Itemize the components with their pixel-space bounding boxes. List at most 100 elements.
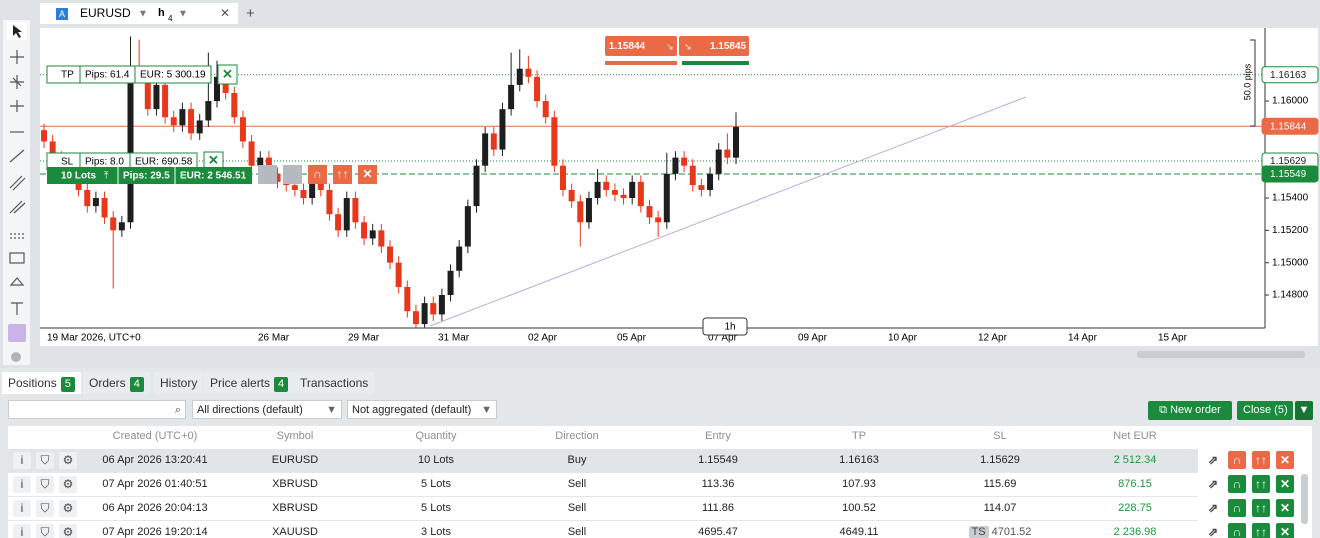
dropdown[interactable]: ▼: [178, 9, 188, 20]
tp-box[interactable]: TP Pips: 61.4 EUR: 5 300.19: [46, 65, 212, 84]
dropdown[interactable]: ▼: [138, 9, 148, 20]
candle-body: [655, 217, 662, 223]
panel-tab[interactable]: Price alerts 4: [204, 372, 295, 394]
share-action[interactable]: ⇗: [1207, 453, 1219, 467]
candle-body: [387, 246, 393, 263]
candle-body: [404, 286, 411, 312]
candle-body: [309, 181, 316, 199]
protect-button[interactable]: [283, 165, 302, 184]
x-tick-label: 07 Apr: [708, 333, 738, 344]
add-tab[interactable]: +: [246, 5, 255, 22]
close-position-button[interactable]: [358, 165, 377, 184]
row-icon[interactable]: ⛉: [36, 476, 54, 493]
panel-tab[interactable]: Positions 5: [2, 372, 81, 394]
reverse-button[interactable]: [308, 165, 327, 184]
cell: 228.75: [1118, 502, 1152, 514]
candle-body: [369, 230, 376, 239]
buy-button[interactable]: [679, 36, 749, 56]
candle-body: [101, 198, 108, 218]
aggregation-filter[interactable]: Not aggregated (default) ▼: [347, 400, 497, 419]
double-action[interactable]: ↑↑: [1252, 475, 1270, 493]
close-action[interactable]: ✕: [1276, 523, 1294, 538]
table-row[interactable]: i ⛉ ⚙ 06 Apr 2026 20:04:13 XBRUSD 5 Lots Sell 1…: [8, 497, 1198, 521]
panel-tab[interactable]: Orders 4: [83, 372, 150, 394]
x-tick-label: 19 Mar 2026, UTC+0: [47, 333, 141, 344]
table-row[interactable]: i ⛉ ⚙ 06 Apr 2026 13:20:41 EURUSD 10 Lots Buy 1…: [8, 449, 1198, 473]
close-menu[interactable]: ▼: [1295, 401, 1313, 420]
row-icon[interactable]: i: [13, 452, 31, 469]
positions-table: Created (UTC+0) Symbol Quantity Direction En…: [8, 426, 1312, 538]
tab-timeframe-sub: 4: [168, 14, 173, 23]
row-icon[interactable]: ⚙: [59, 500, 77, 517]
entry-tag-label: 1.15549: [1270, 169, 1307, 180]
close-tab[interactable]: ✕: [220, 6, 230, 20]
candle-body: [508, 84, 515, 110]
close-action[interactable]: ✕: [1276, 451, 1294, 469]
row-icon[interactable]: i: [13, 524, 31, 538]
tp-close[interactable]: [217, 64, 238, 85]
row-icon[interactable]: ⚙: [59, 476, 77, 493]
reverse-action[interactable]: ∩: [1228, 499, 1246, 517]
candle-body: [214, 76, 220, 102]
position-box[interactable]: 10 Lots ⤒ Pips: 29.5 EUR: 2 546.51: [47, 167, 252, 184]
table-row[interactable]: i ⛉ ⚙ 07 Apr 2026 19:20:14 XAUUSD 3 Lots Sell 4…: [8, 521, 1198, 538]
buy-price: 1.15845: [710, 41, 747, 52]
new-order-button[interactable]: ⧉ New order: [1148, 401, 1232, 420]
tp-tag-label: 1.16163: [1270, 70, 1307, 81]
tab-timeframe: h: [158, 7, 165, 19]
row-icon[interactable]: ⚙: [59, 524, 77, 538]
x-tick-label: 29 Mar: [348, 333, 380, 344]
symbol-tab[interactable]: [40, 3, 238, 24]
row-icon[interactable]: ⛉: [36, 452, 54, 469]
cursor-icon: [13, 25, 22, 38]
close-action[interactable]: ✕: [1276, 499, 1294, 517]
candle-body: [326, 189, 333, 215]
x-tick-label: 12 Apr: [978, 333, 1008, 344]
double-action[interactable]: ↑↑: [1252, 499, 1270, 517]
range-ruler: [1250, 39, 1256, 127]
candle-body: [179, 109, 186, 126]
tab-label: Orders: [89, 376, 126, 390]
color-swatch[interactable]: [8, 324, 26, 342]
close-action[interactable]: ✕: [1276, 475, 1294, 493]
row-icon[interactable]: i: [13, 476, 31, 493]
share-button[interactable]: [258, 165, 277, 184]
table-row[interactable]: i ⛉ ⚙ 07 Apr 2026 01:40:51 XBRUSD 5 Lots Sell 1…: [8, 473, 1198, 497]
table-scrollbar[interactable]: [1301, 474, 1308, 524]
row-icon[interactable]: ⚙: [59, 452, 77, 469]
trend-line[interactable]: [429, 96, 1027, 327]
cell: 4649.11: [839, 526, 879, 538]
column-header: TP: [851, 430, 867, 442]
double-action[interactable]: ↑↑: [1252, 523, 1270, 538]
row-icon[interactable]: i: [13, 500, 31, 517]
panel-tab[interactable]: History: [154, 372, 204, 394]
candle-body: [49, 141, 56, 158]
candle-body: [196, 120, 203, 134]
column-header: Quantity: [415, 430, 457, 442]
reverse-action[interactable]: ∩: [1228, 523, 1246, 538]
sell-arrow: ↘: [666, 41, 674, 51]
candle-body: [378, 230, 385, 247]
candle-body: [343, 198, 350, 231]
search-box[interactable]: ⌕: [8, 400, 186, 419]
interval-chip[interactable]: [702, 317, 748, 336]
reverse-action[interactable]: ∩: [1228, 475, 1246, 493]
row-icon[interactable]: ⛉: [36, 500, 54, 517]
scrollbar[interactable]: [1137, 351, 1305, 358]
share-action[interactable]: ⇗: [1207, 477, 1219, 491]
direction-filter[interactable]: All directions (default) ▼: [192, 400, 342, 419]
reverse-action[interactable]: ∩: [1228, 451, 1246, 469]
share-action[interactable]: ⇗: [1207, 525, 1219, 538]
close-all-button[interactable]: Close (5): [1237, 401, 1293, 420]
candle-body: [707, 173, 714, 190]
row-icon[interactable]: ⛉: [36, 524, 54, 538]
share-action[interactable]: ⇗: [1207, 501, 1219, 515]
panel-tab[interactable]: Transactions: [294, 372, 375, 394]
new-order-label: New order: [1170, 404, 1221, 416]
cell: XAUUSD: [272, 526, 318, 538]
double-action[interactable]: ↑↑: [1252, 451, 1270, 469]
sell-button[interactable]: [605, 36, 677, 56]
cell: 1.15629: [980, 454, 1020, 466]
candle-body: [482, 133, 489, 166]
double-button[interactable]: [333, 165, 352, 184]
